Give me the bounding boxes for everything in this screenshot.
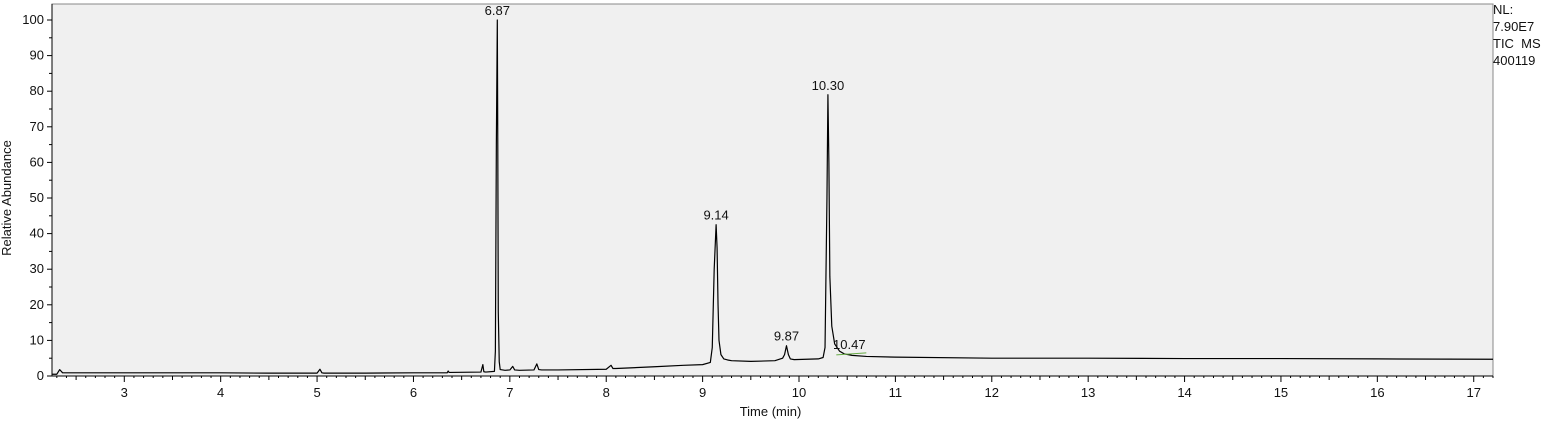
tic-trace-line: [52, 19, 1494, 375]
peak-label: 6.87: [485, 3, 510, 18]
y-tick-label: 80: [30, 83, 44, 98]
peak-label: 10.30: [812, 78, 845, 93]
x-tick-label: 5: [313, 385, 320, 400]
info-line: TIC MS: [1493, 36, 1541, 51]
peak-labels: 6.87 9.14 9.87 10.30 10.47: [485, 3, 867, 356]
peak-label: 9.14: [703, 208, 728, 223]
x-tick-label: 8: [603, 385, 610, 400]
y-tick-label: 50: [30, 190, 44, 205]
y-tick-label: 10: [30, 332, 44, 347]
x-axis: 3 4 5 6 7 8 9 10 11 12 13 14 15 16 17: [52, 375, 1494, 400]
y-tick-label: 30: [30, 261, 44, 276]
info-line: 400119: [1493, 53, 1535, 68]
x-tick-label: 9: [699, 385, 706, 400]
peak-label: 10.47: [833, 337, 866, 352]
x-tick-label: 3: [121, 385, 128, 400]
x-tick-label: 13: [1081, 385, 1095, 400]
x-tick-label: 7: [506, 385, 513, 400]
x-tick-label: 16: [1370, 385, 1384, 400]
peak-marker: [836, 352, 867, 356]
y-axis-title: Relative Abundance: [0, 140, 14, 256]
x-tick-label: 17: [1466, 385, 1480, 400]
x-tick-label: 15: [1274, 385, 1288, 400]
info-line: 7.90E7: [1493, 19, 1534, 34]
y-tick-label: 20: [30, 297, 44, 312]
info-line: NL:: [1493, 2, 1513, 17]
plot-area: [51, 3, 1494, 377]
y-tick-label: 70: [30, 119, 44, 134]
x-tick-label: 6: [410, 385, 417, 400]
x-tick-label: 14: [1177, 385, 1191, 400]
y-tick-label: 40: [30, 226, 44, 241]
x-tick-label: 4: [217, 385, 224, 400]
x-tick-label: 11: [889, 385, 903, 400]
y-tick-label: 0: [37, 368, 44, 383]
peak-label: 9.87: [774, 329, 799, 344]
info-box: NL: 7.90E7 TIC MS 400119: [1493, 2, 1541, 68]
x-tick-label: 10: [792, 385, 806, 400]
y-tick-label: 60: [30, 154, 44, 169]
x-axis-title: Time (min): [740, 404, 802, 419]
y-tick-label: 100: [22, 12, 44, 27]
x-tick-label: 12: [985, 385, 999, 400]
y-axis: 0 10 20 30 40 50 60 70 80 90 100: [22, 4, 53, 383]
y-tick-label: 90: [30, 48, 44, 63]
